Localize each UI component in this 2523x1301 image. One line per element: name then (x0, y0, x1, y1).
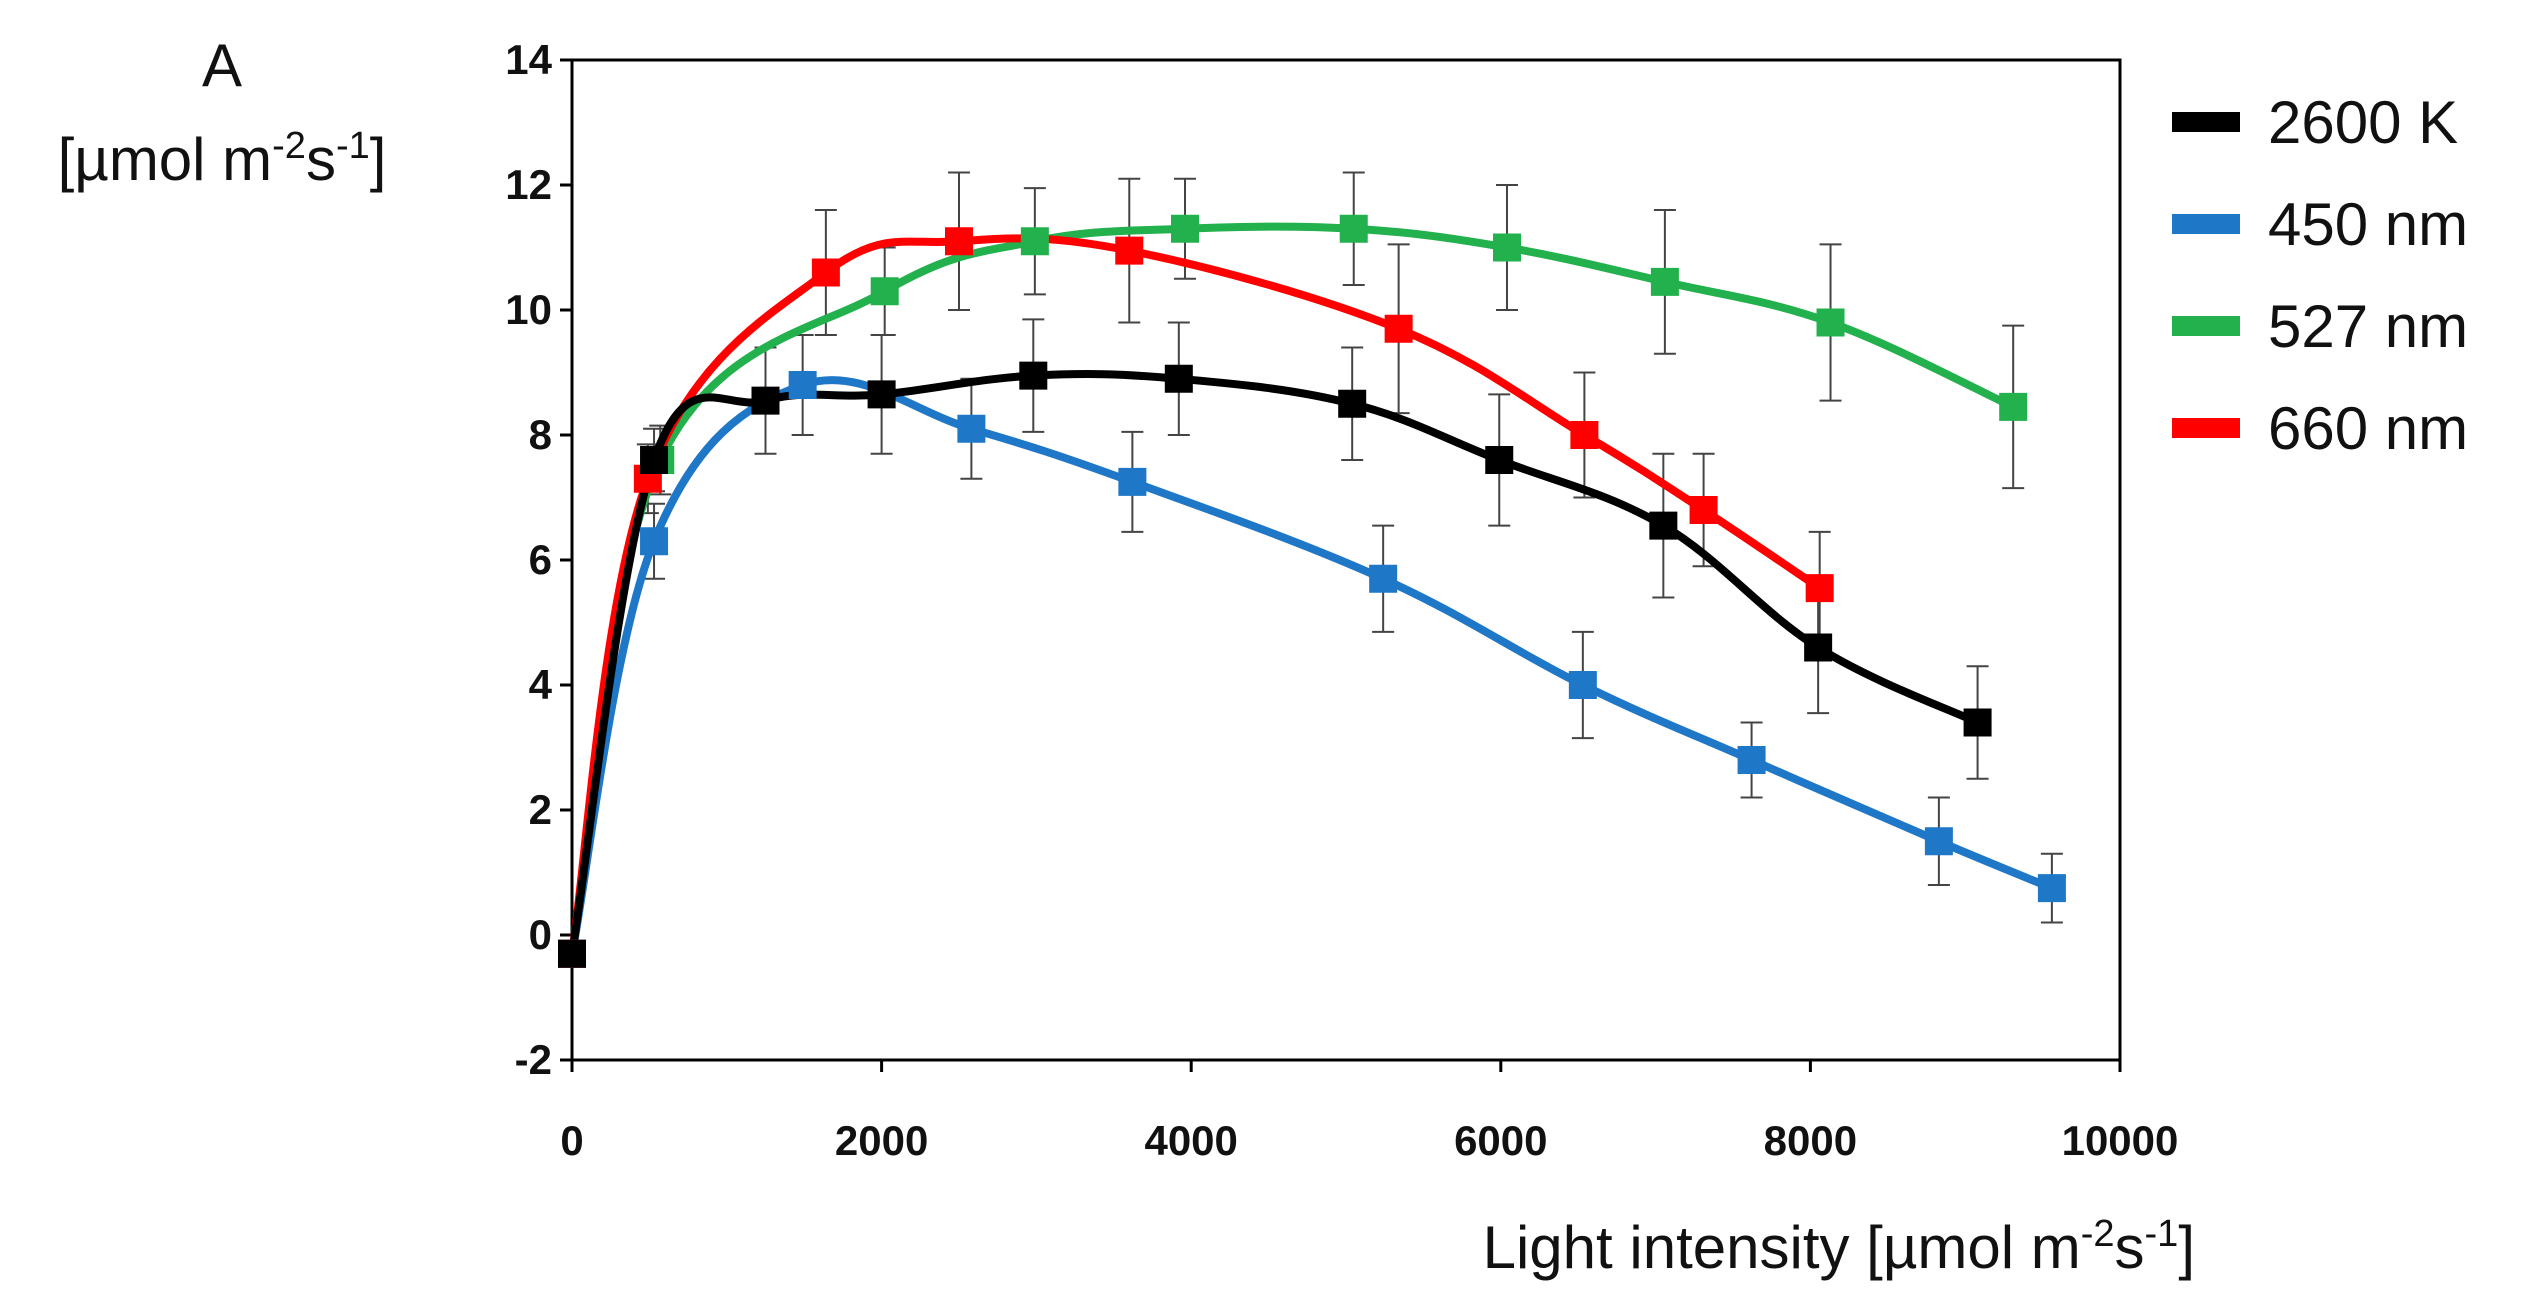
data-point-2600-k (1804, 633, 1833, 662)
data-point-450-nm (640, 527, 669, 556)
x-tick-label: 2000 (835, 1117, 928, 1164)
legend-label-527-nm: 527 nm (2268, 293, 2468, 360)
data-point-527-nm (1339, 214, 1368, 243)
data-point-450-nm (1568, 671, 1597, 699)
x-tick-label: 0 (560, 1117, 583, 1164)
data-point-2600-k (558, 939, 586, 968)
series-line-2600-k (568, 370, 1982, 958)
y-tick-label: 12 (505, 161, 552, 208)
data-point-527-nm (1020, 227, 1049, 256)
legend-swatch-527-nm (2172, 316, 2240, 336)
data-point-2600-k (1485, 446, 1514, 474)
data-point-2600-k (1019, 361, 1048, 390)
data-point-527-nm (1650, 267, 1679, 296)
data-point-450-nm (1924, 827, 1953, 856)
legend-label-2600-k: 2600 K (2268, 89, 2458, 156)
data-point-660-nm (1115, 236, 1144, 265)
labels-layer: A [µmol m-2s-1] Light intensity [µmol m-… (58, 32, 2195, 1281)
data-point-527-nm (1171, 214, 1200, 243)
data-point-2600-k (1338, 389, 1367, 418)
series-line-450-nm (568, 376, 2056, 958)
x-tick-label: 4000 (1144, 1117, 1237, 1164)
data-point-527-nm (1492, 233, 1521, 262)
legend: 2600 K 450 nm 527 nm 660 nm (2172, 89, 2468, 462)
data-point-450-nm (1369, 564, 1398, 593)
data-point-2600-k (751, 386, 780, 415)
y-tick-label: 4 (529, 661, 553, 708)
data-point-660-nm (1805, 574, 1834, 603)
data-point-527-nm (870, 277, 899, 306)
y-tick-label: 2 (529, 786, 552, 833)
series-line-660-nm (568, 234, 1824, 958)
y-tick-label: 10 (505, 286, 552, 333)
x-tick-label: 6000 (1454, 1117, 1547, 1164)
x-axis-title: Light intensity [µmol m-2s-1] (1483, 1213, 2195, 1281)
y-tick-label: 6 (529, 536, 552, 583)
y-axis-title-line1: A (202, 32, 242, 99)
data-point-450-nm (788, 371, 817, 399)
y-tick-label: 8 (529, 411, 552, 458)
data-point-660-nm (945, 227, 973, 256)
legend-swatch-450-nm (2172, 214, 2240, 234)
data-point-660-nm (811, 258, 840, 287)
y-tick-label: 14 (505, 36, 552, 83)
data-point-2600-k (1963, 708, 1992, 737)
data-point-2600-k (1649, 511, 1678, 540)
data-point-450-nm (1737, 746, 1766, 774)
data-point-660-nm (1384, 314, 1413, 343)
y-axis-title-line2: [µmol m-2s-1] (58, 125, 387, 193)
data-point-450-nm (1118, 467, 1147, 496)
data-point-660-nm (1570, 421, 1599, 449)
data-point-660-nm (1689, 496, 1718, 524)
data-point-450-nm (2037, 874, 2066, 903)
errorbars-layer (636, 171, 2063, 924)
data-point-450-nm (957, 414, 986, 443)
data-point-2600-k (640, 446, 669, 474)
legend-swatch-2600-k (2172, 112, 2240, 132)
data-point-2600-k (1164, 364, 1193, 393)
legend-label-450-nm: 450 nm (2268, 191, 2468, 258)
markers-layer (558, 214, 2066, 968)
x-tick-label: 8000 (1764, 1117, 1857, 1164)
data-point-527-nm (1999, 392, 2028, 421)
legend-swatch-660-nm (2172, 418, 2240, 438)
data-point-527-nm (1816, 308, 1845, 337)
series-line-527-nm (568, 222, 2018, 958)
legend-label-660-nm: 660 nm (2268, 395, 2468, 462)
y-tick-label: 0 (529, 911, 552, 958)
x-tick-label: 10000 (2062, 1117, 2179, 1164)
y-tick-label: -2 (515, 1036, 552, 1083)
data-point-2600-k (867, 380, 896, 409)
